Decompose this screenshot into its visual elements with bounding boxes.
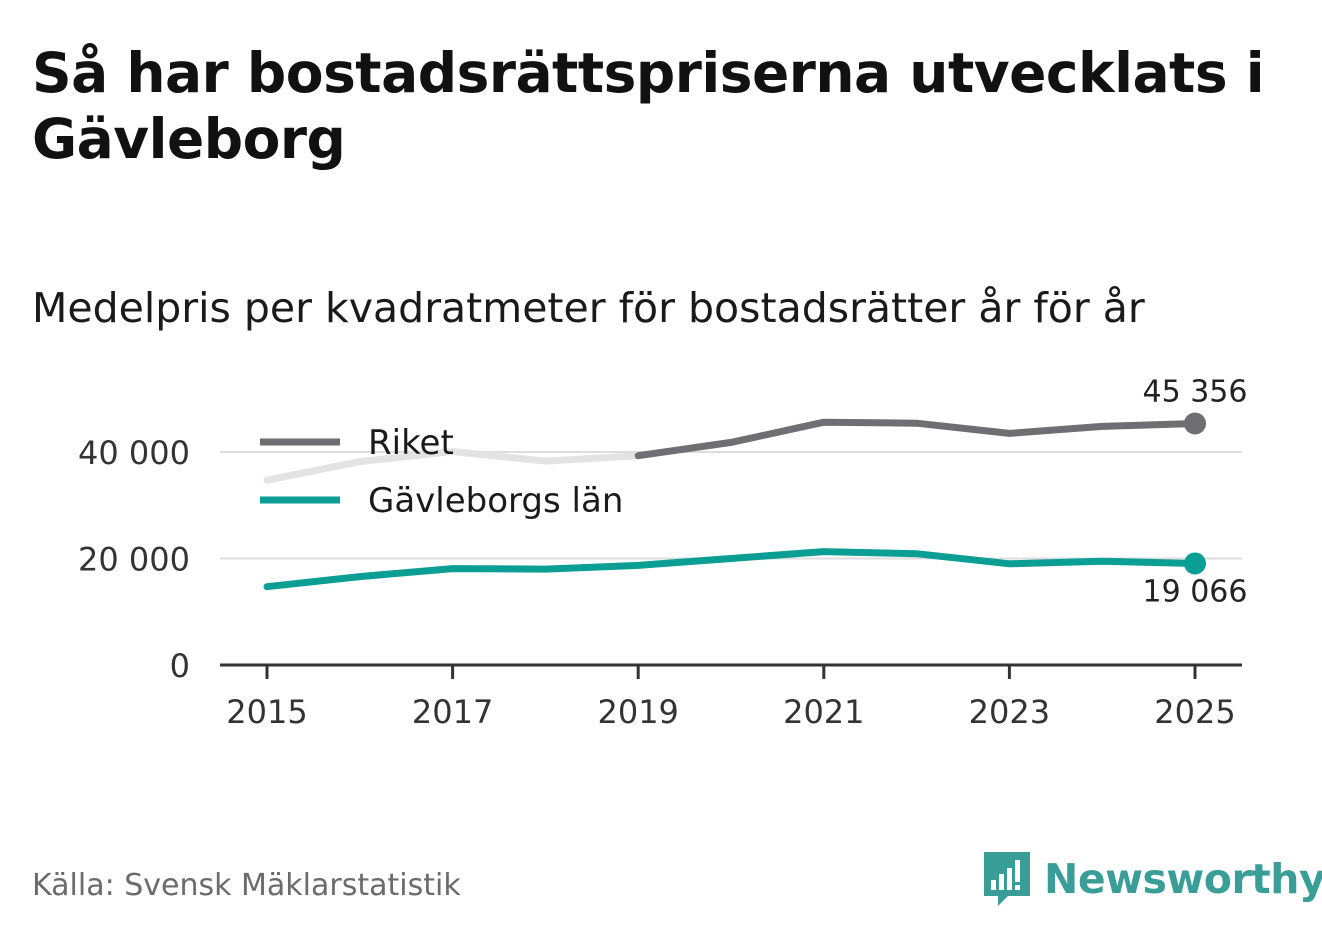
legend-label-g-vleborgs-l-n: Gävleborgs län — [368, 481, 623, 521]
series-line-riket-faded — [263, 448, 642, 484]
end-point-g-vleborgs-l-n — [1184, 552, 1206, 575]
axis-layer: 0 20 000 40 000 2015 2017 2019 2021 2023 2025 — [78, 434, 1242, 731]
end-label-g-vleborgs-l-n: 19 066 — [1143, 574, 1248, 609]
x-tick-label: 2025 — [1154, 693, 1235, 731]
x-tick-label: 2017 — [412, 693, 493, 731]
source-note: Källa: Svensk Mäklarstatistik — [32, 868, 461, 903]
x-tick-label: 2015 — [226, 693, 307, 731]
newsworthy-logo-text: Newsworthy — [1044, 855, 1322, 903]
x-tick-label: 2019 — [597, 693, 678, 731]
x-tick-label: 2023 — [969, 693, 1050, 731]
series-layer — [263, 412, 1206, 591]
newsworthy-logo-icon — [984, 852, 1030, 906]
series-line-riket — [634, 418, 1199, 460]
y-tick-label: 40 000 — [78, 434, 190, 472]
newsworthy-logo: Newsworthy — [982, 850, 1322, 908]
y-tick-label: 20 000 — [78, 541, 190, 579]
x-tick-label: 2021 — [783, 693, 864, 731]
legend-label-riket: Riket — [368, 423, 454, 463]
end-point-riket — [1184, 412, 1206, 435]
end-label-riket: 45 356 — [1143, 374, 1248, 409]
y-tick-label: 0 — [170, 647, 190, 685]
legend: Riket Gävleborgs län — [260, 423, 623, 521]
chart-title: Så har bostadsrättspriserna utvecklats i… — [32, 41, 1265, 171]
label-layer: 45 356 19 066 — [1143, 374, 1248, 609]
chart-subtitle: Medelpris per kvadratmeter för bostadsrä… — [32, 284, 1145, 332]
series-line-g-vleborgs-l-n — [263, 548, 1199, 591]
